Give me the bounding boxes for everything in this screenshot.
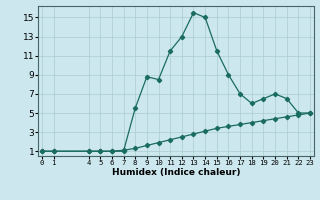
X-axis label: Humidex (Indice chaleur): Humidex (Indice chaleur) <box>112 168 240 177</box>
